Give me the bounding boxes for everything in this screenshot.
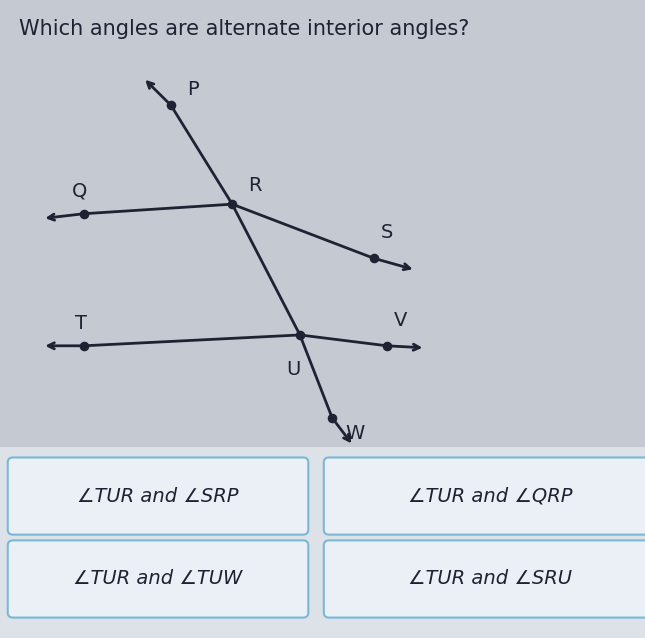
- Point: [79, 341, 89, 351]
- Text: Which angles are alternate interior angles?: Which angles are alternate interior angl…: [19, 19, 470, 39]
- Text: W: W: [345, 424, 364, 443]
- Text: T: T: [75, 314, 87, 333]
- FancyBboxPatch shape: [8, 540, 308, 618]
- Text: ∠TUR and ∠TUW: ∠TUR and ∠TUW: [74, 570, 243, 588]
- FancyBboxPatch shape: [324, 457, 645, 535]
- Text: P: P: [187, 80, 199, 99]
- FancyBboxPatch shape: [0, 447, 645, 638]
- Text: ∠TUR and ∠SRP: ∠TUR and ∠SRP: [77, 487, 239, 505]
- Point: [327, 413, 337, 423]
- Text: V: V: [393, 311, 407, 330]
- Point: [227, 199, 237, 209]
- FancyBboxPatch shape: [8, 457, 308, 535]
- Text: S: S: [381, 223, 393, 242]
- Text: ∠TUR and ∠QRP: ∠TUR and ∠QRP: [408, 487, 573, 505]
- Text: ∠TUR and ∠SRU: ∠TUR and ∠SRU: [408, 570, 572, 588]
- Point: [166, 100, 176, 110]
- Point: [382, 341, 392, 351]
- Point: [79, 209, 89, 219]
- Text: R: R: [248, 175, 262, 195]
- Text: Q: Q: [72, 182, 87, 201]
- Point: [295, 330, 305, 340]
- Point: [369, 253, 379, 263]
- Text: U: U: [286, 360, 301, 380]
- FancyBboxPatch shape: [324, 540, 645, 618]
